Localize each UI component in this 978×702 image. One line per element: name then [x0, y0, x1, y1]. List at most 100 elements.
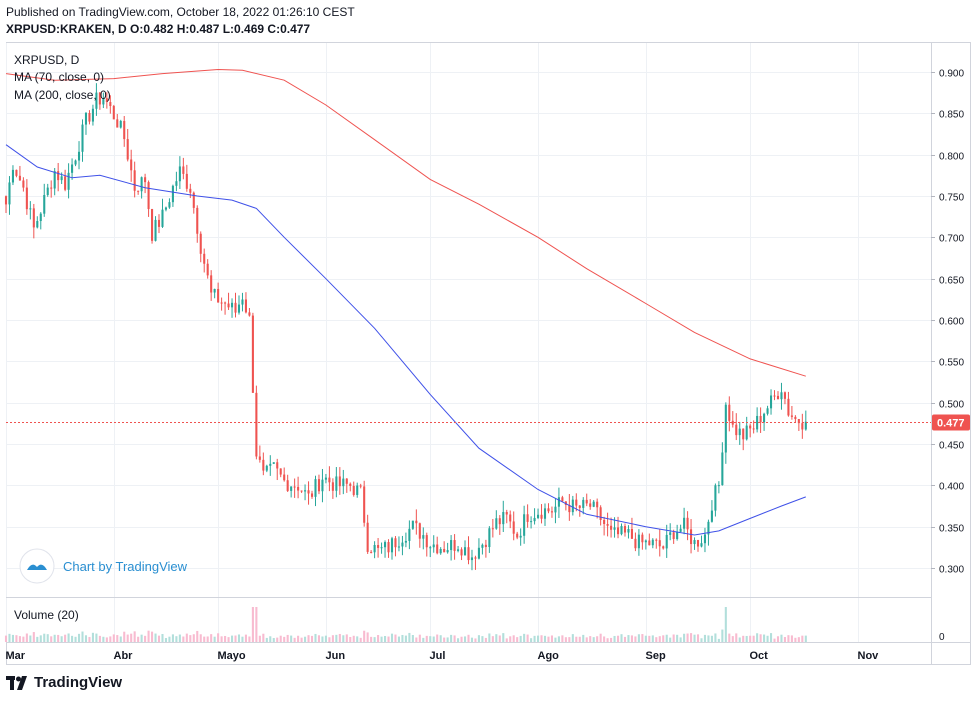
candle-body: [310, 493, 314, 497]
candle-body: [457, 549, 460, 551]
candle-body: [759, 415, 762, 423]
candle-body: [112, 106, 115, 120]
volume-bar: [244, 634, 247, 642]
tradingview-logo-icon: [6, 675, 27, 690]
candle-body: [637, 534, 640, 549]
volume-bar: [672, 634, 675, 642]
volume-bar: [724, 607, 727, 642]
candle-body: [154, 219, 157, 241]
volume-bar: [669, 637, 672, 642]
volume-bar: [91, 632, 94, 642]
candle-body: [272, 462, 275, 464]
volume-bar: [530, 638, 533, 642]
volume-bar: [328, 637, 331, 642]
candle-body: [512, 521, 515, 534]
candle-body: [585, 499, 588, 504]
candle-body: [74, 160, 77, 165]
volume-bar: [140, 634, 143, 642]
candle-body: [599, 507, 602, 520]
candle-body: [554, 506, 557, 513]
candle-body: [592, 501, 595, 507]
legend-ma70[interactable]: MA (70, close, 0): [14, 70, 104, 84]
candle-body: [307, 490, 310, 494]
time-axis[interactable]: Mar Abr Mayo Jun Jul Ago Sep Oct Nov: [6, 650, 880, 662]
volume-bar: [11, 634, 14, 642]
candle-body: [644, 540, 647, 543]
candle-body: [651, 539, 654, 546]
candle-body: [561, 497, 564, 502]
volume-bar: [185, 633, 188, 642]
volume-bar: [783, 637, 786, 642]
volume-bar: [377, 635, 380, 642]
candle-body: [67, 172, 70, 190]
candle-body: [533, 517, 536, 522]
volume-bar: [77, 633, 81, 642]
watermark[interactable]: Chart by TradingView: [19, 548, 188, 584]
candle-body: [693, 540, 696, 545]
price-tick-label: 0.350: [939, 524, 964, 535]
candle-body: [144, 177, 147, 183]
candle-body: [293, 486, 296, 488]
volume-bar: [342, 635, 345, 642]
candle-body: [217, 288, 220, 303]
candle-body: [22, 180, 25, 188]
volume-bar: [98, 635, 101, 642]
volume-bar: [742, 635, 745, 642]
volume-bar: [213, 636, 216, 642]
candle-body: [613, 527, 616, 530]
volume-bar: [637, 634, 640, 642]
legend-volume[interactable]: Volume (20): [14, 608, 79, 622]
volume-bar: [408, 632, 411, 642]
volume-bar: [596, 636, 599, 642]
candle-body: [603, 519, 606, 525]
candle-body: [43, 194, 46, 214]
volume-bar: [43, 633, 46, 642]
volume-bar: [314, 633, 317, 642]
candle-body: [422, 535, 425, 539]
price-tick-label: 0.900: [939, 69, 964, 80]
candle-body: [203, 253, 206, 264]
candle-body: [251, 315, 254, 393]
tradingview-logo[interactable]: TradingView: [6, 674, 122, 691]
volume-bar: [422, 637, 425, 642]
volume-bar: [265, 637, 268, 642]
watermark-badge: [19, 548, 55, 584]
volume-bar: [773, 638, 776, 642]
candle-body: [175, 181, 178, 186]
volume-bar: [700, 638, 703, 642]
ma-70-line: [5, 144, 806, 536]
volume-bar: [404, 635, 407, 642]
candle-body: [717, 485, 720, 487]
volume-bar: [630, 635, 633, 642]
legend-ma200[interactable]: MA (200, close, 0): [14, 88, 111, 102]
volume-bar: [606, 638, 609, 642]
candle-body: [801, 423, 804, 430]
volume-bar: [57, 634, 60, 642]
volume-tick-label: 0: [939, 632, 945, 643]
candle-body: [763, 413, 766, 423]
volume-bar: [627, 635, 630, 642]
volume-bar: [481, 636, 484, 642]
time-tick-label: Jul: [430, 650, 446, 662]
volume-bar: [436, 634, 439, 642]
volume-bar: [67, 633, 70, 642]
candle-body: [234, 302, 237, 313]
candle-body: [60, 176, 63, 181]
candle-body: [436, 544, 439, 554]
candle-body: [724, 404, 727, 453]
volume-bar: [276, 637, 279, 642]
candle-body: [39, 213, 42, 222]
volume-bar: [516, 637, 519, 642]
ohlc-readout: XRPUSD:KRAKEN, D O:0.482 H:0.487 L:0.469…: [6, 22, 311, 36]
candle-body: [443, 548, 446, 553]
price-axis[interactable]: 0.900 0.850 0.800 0.750 0.700 0.650 0.600 0.550…: [931, 69, 964, 644]
volume-bar: [390, 633, 394, 642]
volume-bar: [64, 634, 67, 642]
volume-bar: [547, 636, 550, 642]
volume-bar: [634, 636, 637, 642]
volume-bar: [603, 636, 606, 642]
volume-bar: [230, 635, 234, 642]
volume-bar: [352, 635, 355, 642]
candle-body: [742, 428, 745, 440]
